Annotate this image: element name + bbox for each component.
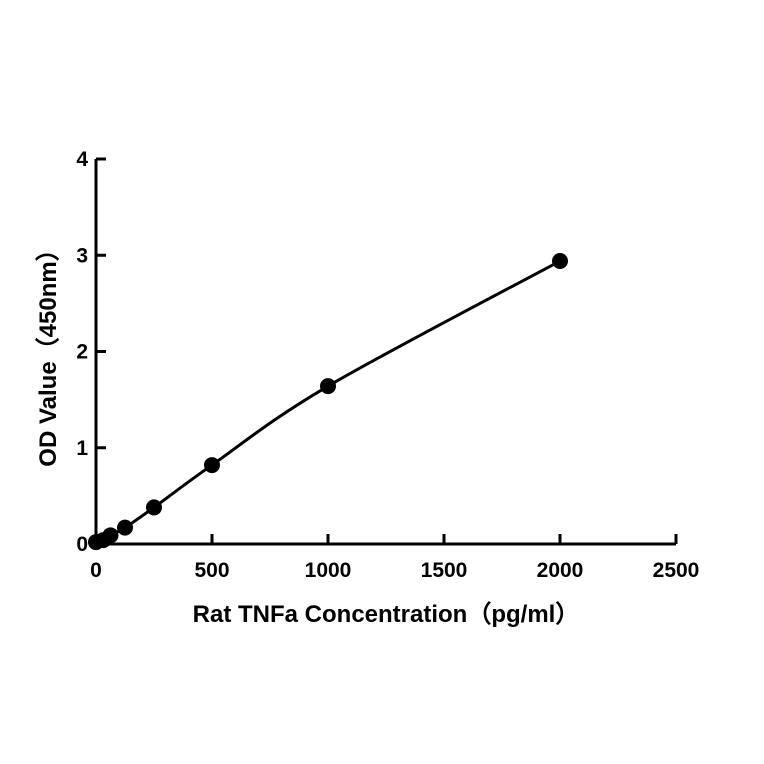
- data-point: [552, 253, 568, 270]
- fit-curve-line: [95, 259, 561, 544]
- data-point: [146, 499, 162, 516]
- x-axis-title: Rat TNFa Concentration（pg/ml）: [193, 601, 580, 628]
- y-axis-title: OD Value（450nm）: [35, 237, 62, 466]
- y-tick-label: 0: [76, 533, 88, 556]
- y-tick-label: 3: [76, 244, 88, 267]
- x-tick-label: 1000: [305, 559, 352, 582]
- y-tick-label: 1: [76, 437, 88, 460]
- x-tick-label: 500: [194, 559, 229, 582]
- x-tick-label: 2000: [537, 559, 584, 582]
- x-axis-ticks: 0 500 1000 1500 2000 2500: [90, 534, 699, 582]
- x-tick-label: 0: [90, 559, 102, 582]
- x-tick-label: 1500: [421, 559, 468, 582]
- x-tick-label: 2500: [653, 559, 700, 582]
- y-tick-label: 4: [76, 148, 88, 171]
- data-point: [102, 527, 119, 544]
- data-point: [320, 378, 336, 395]
- y-axis-ticks: 0 1 2 3 4: [76, 148, 106, 556]
- y-tick-label: 2: [76, 341, 88, 364]
- data-point: [204, 457, 220, 474]
- data-point: [117, 519, 133, 536]
- data-points: [88, 253, 568, 551]
